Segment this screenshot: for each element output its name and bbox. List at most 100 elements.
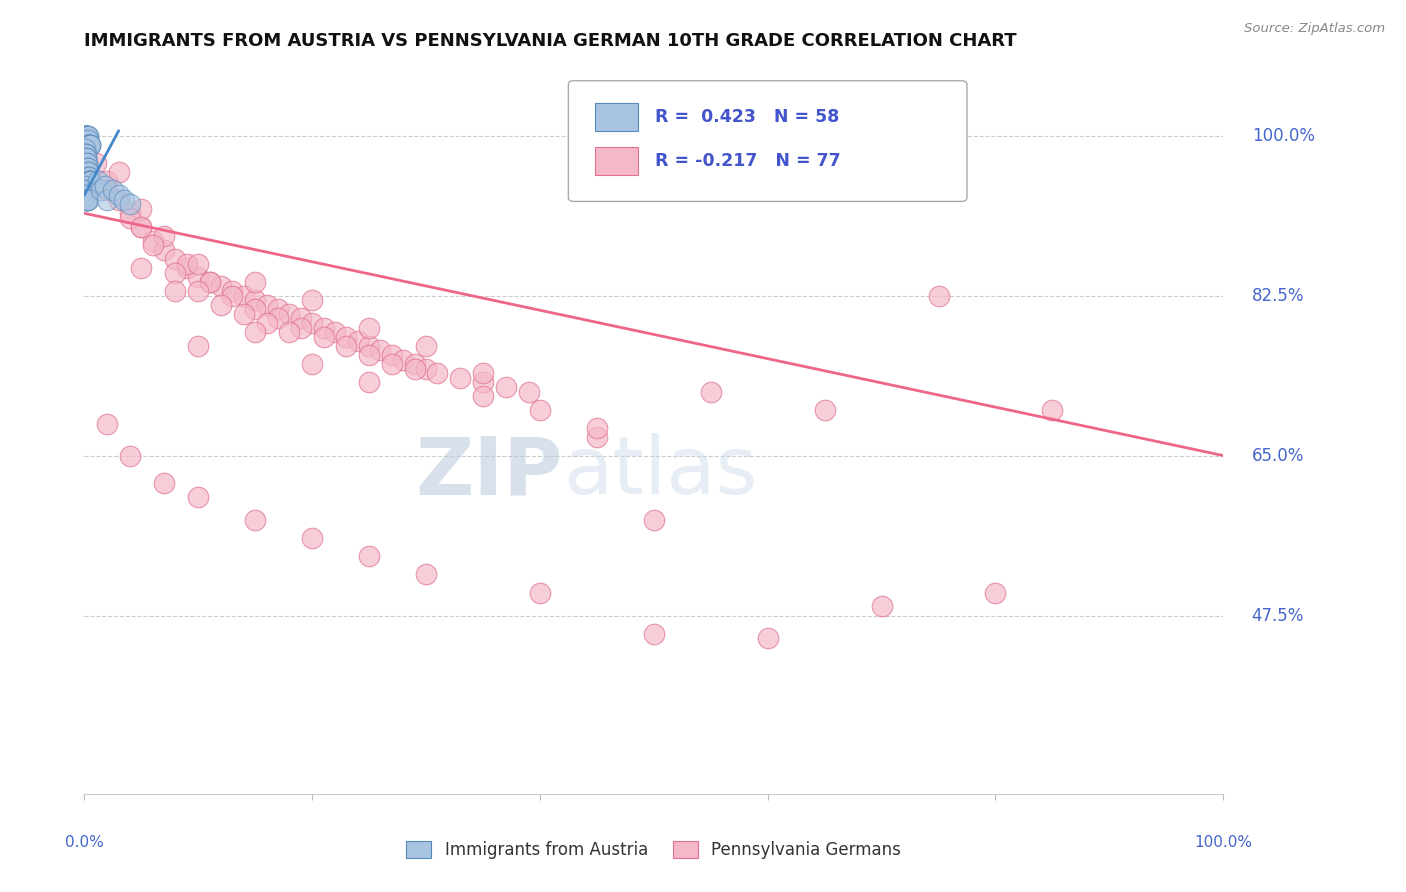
Point [118, 206, 141, 220]
Point [267, 302, 290, 317]
Point [142, 238, 165, 252]
Point [495, 380, 517, 394]
Point [267, 311, 290, 326]
Point [77, 169, 100, 184]
Point [76, 156, 98, 170]
Point [301, 357, 323, 371]
Point [76, 128, 98, 143]
Point [643, 627, 665, 641]
Text: atlas: atlas [562, 433, 756, 511]
Point [75, 184, 97, 198]
Point [75, 146, 97, 161]
Point [153, 243, 176, 257]
Point [79, 137, 101, 152]
Point [73, 142, 96, 156]
Point [87, 174, 110, 188]
Point [77, 137, 100, 152]
Point [75, 188, 97, 202]
Point [586, 421, 609, 435]
Point [76, 161, 98, 175]
Point [79, 174, 101, 188]
Point [107, 165, 129, 179]
Point [359, 320, 381, 334]
Point [301, 316, 323, 330]
Point [76, 161, 98, 175]
Point [278, 307, 301, 321]
Point [335, 339, 357, 353]
Point [176, 257, 198, 271]
Point [245, 275, 267, 289]
Point [165, 284, 187, 298]
Text: IMMIGRANTS FROM AUSTRIA VS PENNSYLVANIA GERMAN 10TH GRADE CORRELATION CHART: IMMIGRANTS FROM AUSTRIA VS PENNSYLVANIA … [84, 32, 1017, 50]
Point [153, 476, 176, 491]
Point [75, 146, 97, 161]
Text: 100.0%: 100.0% [1194, 835, 1253, 850]
Point [77, 174, 100, 188]
Point [131, 261, 153, 276]
Point [187, 270, 209, 285]
Point [96, 184, 118, 198]
Text: 82.5%: 82.5% [1251, 286, 1305, 304]
Point [643, 512, 665, 526]
Point [198, 275, 221, 289]
Point [96, 417, 118, 431]
Point [76, 165, 98, 179]
Text: 100.0%: 100.0% [1251, 127, 1315, 145]
Point [984, 585, 1007, 599]
Point [187, 284, 209, 298]
Point [176, 261, 198, 276]
Point [153, 229, 176, 244]
Point [76, 193, 98, 207]
Point [75, 128, 97, 143]
Point [94, 178, 117, 193]
Point [517, 384, 540, 399]
Point [323, 325, 346, 339]
Point [472, 376, 495, 390]
Point [75, 146, 97, 161]
Point [73, 128, 96, 143]
Text: Source: ZipAtlas.com: Source: ZipAtlas.com [1244, 22, 1385, 36]
Point [79, 137, 101, 152]
Point [359, 339, 381, 353]
Point [76, 156, 98, 170]
Point [232, 288, 254, 302]
Point [77, 174, 100, 188]
Point [75, 188, 97, 202]
Point [928, 288, 950, 302]
Text: ZIP: ZIP [415, 433, 562, 511]
Point [290, 320, 312, 334]
Point [75, 152, 97, 166]
Point [75, 152, 97, 166]
Point [256, 298, 278, 312]
Point [472, 389, 495, 403]
Point [75, 128, 97, 143]
Point [131, 202, 153, 216]
Point [245, 293, 267, 307]
Point [221, 284, 243, 298]
Point [415, 361, 437, 376]
Point [79, 137, 101, 152]
Point [75, 193, 97, 207]
Point [187, 257, 209, 271]
Point [77, 133, 100, 147]
Point [232, 307, 254, 321]
Point [79, 137, 101, 152]
Point [370, 343, 392, 358]
Point [472, 366, 495, 380]
Point [290, 311, 312, 326]
Point [75, 128, 97, 143]
Point [131, 219, 153, 234]
Point [77, 137, 100, 152]
Point [870, 599, 893, 614]
Point [346, 334, 368, 349]
Point [359, 348, 381, 362]
Point [75, 184, 97, 198]
Point [301, 293, 323, 307]
Point [700, 384, 723, 399]
Point [79, 174, 101, 188]
Point [76, 128, 98, 143]
Point [278, 325, 301, 339]
Point [131, 219, 153, 234]
Point [101, 184, 124, 198]
Point [96, 193, 118, 207]
